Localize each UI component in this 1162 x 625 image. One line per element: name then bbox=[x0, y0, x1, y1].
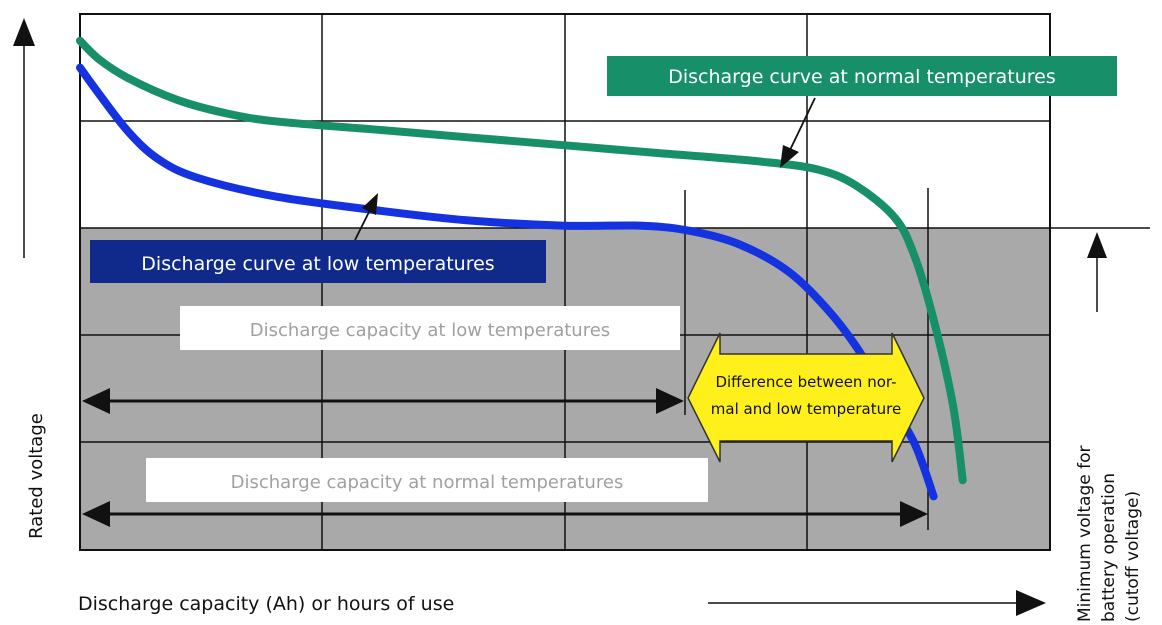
difference-label-line2: mal and low temperature bbox=[711, 400, 901, 418]
y-axis-label: Rated voltage bbox=[26, 413, 47, 539]
x-axis-arrow bbox=[708, 590, 1046, 616]
low-curve-label: Discharge curve at low temperatures bbox=[90, 240, 546, 283]
curves bbox=[76, 36, 967, 501]
svg-text:Discharge curve at normal temp: Discharge curve at normal temperatures bbox=[668, 66, 1056, 88]
svg-text:Discharge curve at low tempera: Discharge curve at low temperatures bbox=[141, 253, 494, 275]
normal-capacity-label: Discharge capacity at normal temperature… bbox=[146, 458, 708, 502]
low-temperature-curve bbox=[76, 63, 938, 501]
cutoff-label-line1: Minimum voltage for bbox=[1075, 446, 1095, 622]
low-curve-pointer bbox=[354, 193, 378, 241]
cutoff-voltage-label: Minimum voltage for battery operation (c… bbox=[1075, 446, 1143, 622]
svg-text:Discharge capacity at low temp: Discharge capacity at low temperatures bbox=[250, 320, 610, 341]
cutoff-label-line3: (cutoff voltage) bbox=[1123, 491, 1143, 622]
difference-label-line1: Difference between nor- bbox=[715, 373, 896, 391]
cutoff-voltage-arrow bbox=[1087, 232, 1107, 312]
svg-text:Discharge capacity at normal t: Discharge capacity at normal temperature… bbox=[231, 472, 624, 493]
low-capacity-range-arrow bbox=[82, 388, 684, 414]
cutoff-label-line2: battery operation bbox=[1099, 473, 1119, 622]
difference-arrow: Difference between nor- mal and low temp… bbox=[687, 332, 925, 463]
normal-capacity-range-arrow bbox=[82, 501, 928, 527]
normal-temperature-curve bbox=[76, 36, 967, 485]
x-axis-label: Discharge capacity (Ah) or hours of use bbox=[78, 593, 454, 615]
normal-curve-pointer bbox=[780, 97, 816, 168]
low-capacity-label: Discharge capacity at low temperatures bbox=[180, 306, 680, 350]
y-axis-arrow bbox=[13, 18, 35, 258]
normal-curve-label: Discharge curve at normal temperatures bbox=[607, 56, 1117, 96]
